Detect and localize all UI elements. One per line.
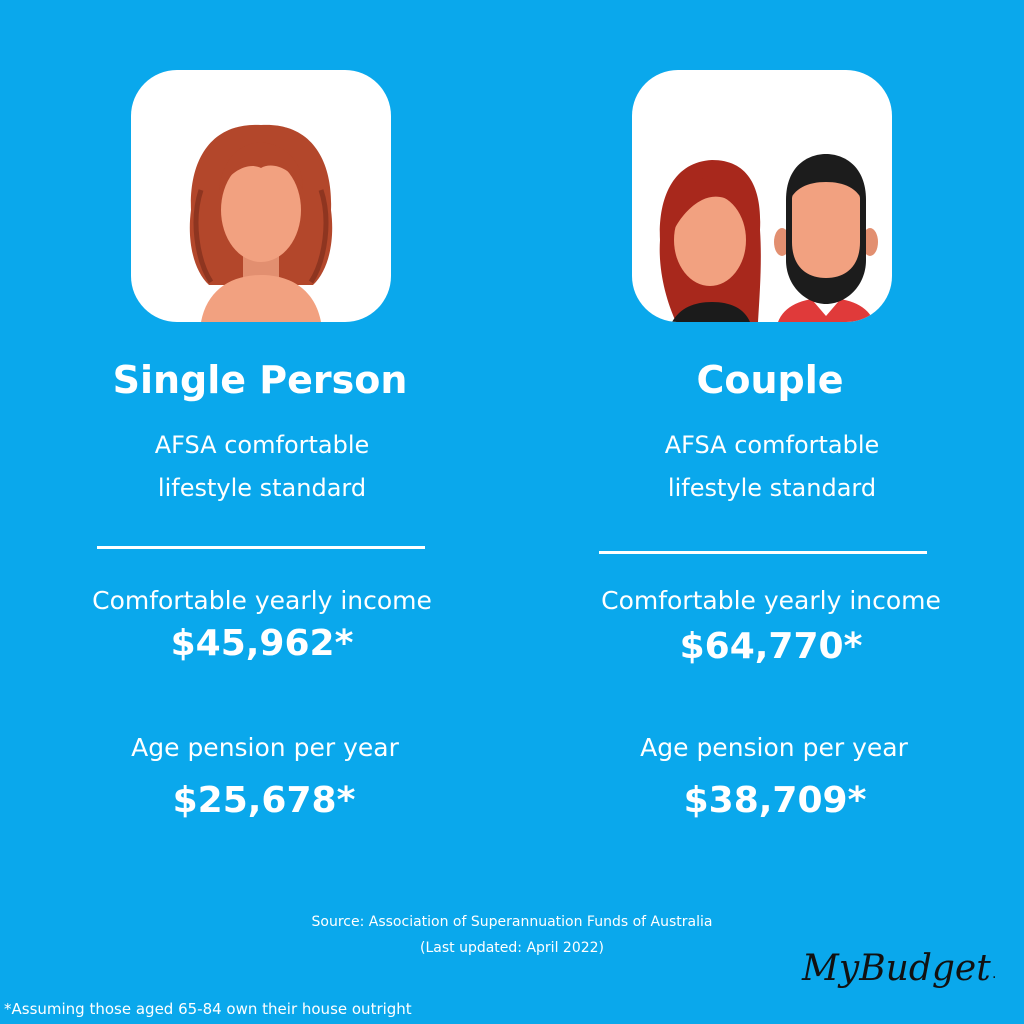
source-line1: Source: Association of Superannuation Fu…	[311, 914, 713, 930]
couple-subtitle-line1: AFSA comfortable	[664, 431, 880, 459]
couple-title: Couple	[696, 358, 844, 402]
single-pension-value: $25,678*	[172, 780, 356, 821]
couple-pension-value: $38,709*	[683, 780, 867, 821]
couple-income-label: Comfortable yearly income	[601, 586, 941, 615]
single-divider	[97, 546, 425, 549]
mybudget-logo: MyBudget .	[801, 948, 996, 989]
source-note: Source: Association of Superannuation Fu…	[0, 909, 1024, 961]
single-income-label: Comfortable yearly income	[92, 586, 432, 615]
logo-text: MyBudget	[801, 948, 991, 989]
single-person-column: Single Person AFSA comfortable lifestyle…	[0, 0, 512, 900]
couple-subtitle: AFSA comfortable lifestyle standard	[516, 424, 1024, 510]
single-pension-label: Age pension per year	[131, 733, 399, 762]
couple-avatar-card	[632, 70, 892, 322]
footnote: *Assuming those aged 65-84 own their hou…	[4, 1000, 412, 1018]
logo-mark: .	[992, 966, 996, 982]
single-subtitle-line2: lifestyle standard	[157, 474, 367, 502]
single-subtitle: AFSA comfortable lifestyle standard	[6, 424, 518, 510]
couple-avatar-icon	[659, 154, 878, 322]
single-title: Single Person	[112, 358, 408, 402]
single-subtitle-line1: AFSA comfortable	[154, 431, 370, 459]
single-woman-avatar-icon	[189, 124, 333, 322]
couple-income-value: $64,770*	[679, 626, 863, 667]
single-income-value: $45,962*	[170, 623, 354, 664]
couple-divider	[599, 551, 927, 554]
source-line2: (Last updated: April 2022)	[420, 940, 604, 956]
couple-subtitle-line2: lifestyle standard	[667, 474, 877, 502]
single-avatar-card	[131, 70, 391, 322]
couple-pension-label: Age pension per year	[640, 733, 908, 762]
couple-column: Couple AFSA comfortable lifestyle standa…	[512, 0, 1024, 900]
